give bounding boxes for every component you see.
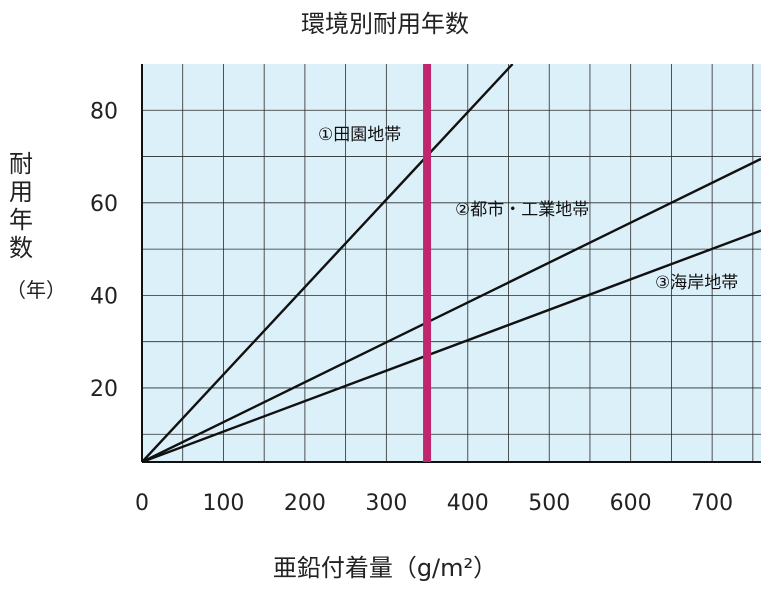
series-label: ③海岸地帯 xyxy=(655,273,738,293)
plot-background xyxy=(142,64,761,462)
x-tick-label: 700 xyxy=(691,491,733,516)
x-tick-label: 0 xyxy=(135,491,149,516)
series-label: ②都市・工業地帯 xyxy=(455,200,589,220)
chart-title: 環境別耐用年数 xyxy=(301,10,469,38)
x-tick-label: 500 xyxy=(528,491,570,516)
series-line xyxy=(142,229,761,462)
y-axis-label-char: 年 xyxy=(9,206,33,234)
x-tick-label: 100 xyxy=(202,491,244,516)
series-label: ①田園地帯 xyxy=(318,125,401,145)
y-tick-label: 40 xyxy=(90,284,118,309)
y-tick-label: 20 xyxy=(90,377,118,402)
x-axis-label: 亜鉛付着量（g/m²） xyxy=(272,554,498,582)
x-tick-label: 600 xyxy=(610,491,652,516)
x-tick-label: 300 xyxy=(365,491,407,516)
y-axis-label-char: 数 xyxy=(9,234,33,262)
x-tick-label: 400 xyxy=(447,491,489,516)
x-tick-label: 200 xyxy=(284,491,326,516)
series-line xyxy=(142,157,761,462)
y-axis-label-char: 用 xyxy=(9,178,33,206)
y-axis-label-char: 耐 xyxy=(9,150,33,178)
series-line xyxy=(142,64,514,462)
y-tick-label: 80 xyxy=(90,99,118,124)
y-tick-label: 60 xyxy=(90,192,118,217)
